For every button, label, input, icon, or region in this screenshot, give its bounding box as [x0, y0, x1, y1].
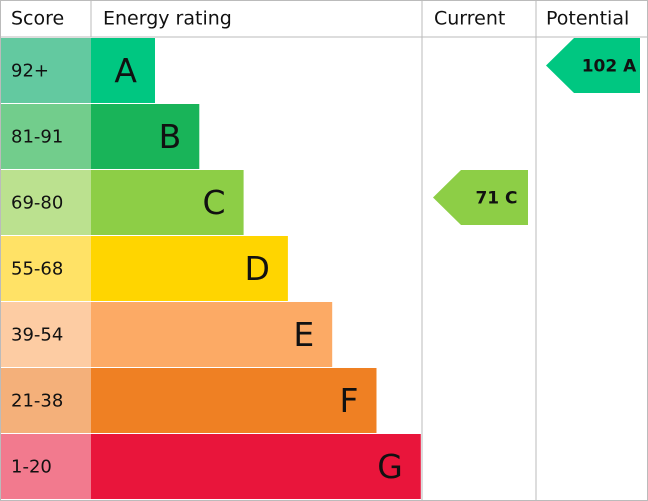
current-score: 71 [475, 189, 499, 209]
score-cell [1, 170, 91, 235]
potential-arrow [546, 38, 640, 93]
rating-letter: B [159, 117, 182, 156]
rating-bar [91, 368, 377, 433]
score-label: 21-38 [11, 391, 63, 412]
score-cell [1, 38, 91, 103]
score-cell [1, 302, 91, 367]
current-rating: C [505, 189, 517, 209]
score-label: 81-91 [11, 127, 63, 148]
header-current: Current [434, 8, 505, 30]
rating-letter: F [340, 381, 359, 420]
potential-label: 102 A [582, 57, 637, 77]
header-score: Score [11, 8, 64, 30]
rating-bar [91, 170, 244, 235]
score-cell [1, 104, 91, 169]
potential-score: 102 [582, 57, 618, 77]
score-cell [1, 434, 91, 499]
rating-letter: E [293, 315, 314, 354]
score-label: 69-80 [11, 193, 63, 214]
current-label: 71 C [475, 189, 517, 209]
current-arrow [433, 170, 528, 225]
score-label: 55-68 [11, 259, 63, 280]
rating-letter: C [203, 183, 226, 222]
potential-rating: A [623, 57, 637, 77]
rating-letter: G [377, 447, 403, 486]
score-cell [1, 368, 91, 433]
score-label: 1-20 [11, 457, 52, 478]
rating-letter: A [114, 51, 137, 90]
rating-bar [91, 302, 333, 367]
rating-bar [91, 38, 155, 103]
header-potential: Potential [546, 8, 629, 30]
score-label: 92+ [11, 61, 49, 82]
score-label: 39-54 [11, 325, 63, 346]
rating-bar [91, 236, 288, 301]
rating-letter: D [244, 249, 269, 288]
rating-bar [91, 104, 200, 169]
rating-bar [91, 434, 421, 499]
header-rating: Energy rating [103, 8, 232, 30]
score-cell [1, 236, 91, 301]
